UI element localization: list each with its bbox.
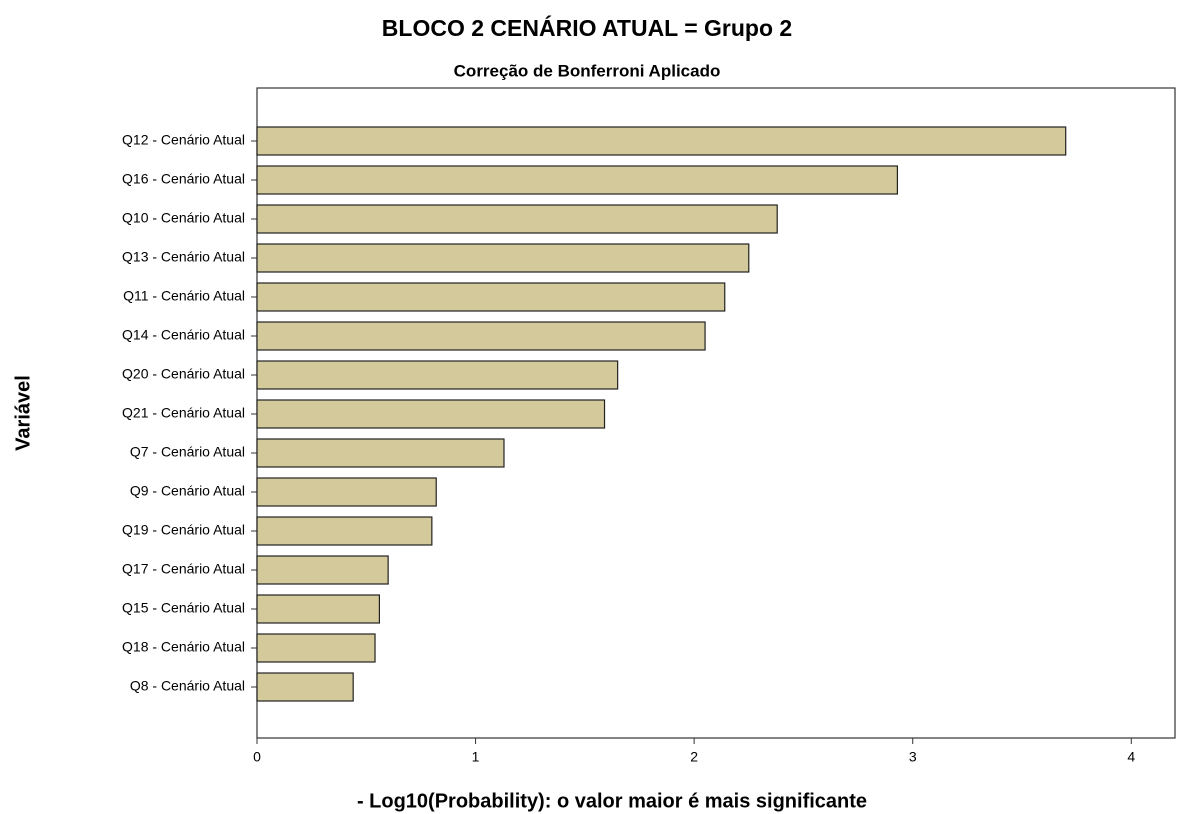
y-tick-label: Q11 - Cenário Atual — [123, 288, 245, 304]
y-tick-label: Q9 - Cenário Atual — [130, 483, 245, 499]
y-tick-label: Q17 - Cenário Atual — [122, 561, 245, 577]
bar — [256, 165, 899, 195]
y-tick-label: Q13 - Cenário Atual — [122, 249, 245, 265]
y-tick-label: Q15 - Cenário Atual — [122, 600, 245, 616]
bar — [256, 594, 381, 624]
bar — [256, 555, 389, 585]
y-tick-label: Q14 - Cenário Atual — [122, 327, 245, 343]
bar — [256, 282, 726, 312]
bar — [256, 204, 778, 234]
bar — [256, 321, 706, 351]
y-tick-label: Q20 - Cenário Atual — [122, 366, 245, 382]
bar — [256, 126, 1067, 156]
x-tick-label: 1 — [472, 749, 480, 765]
bar — [256, 243, 750, 273]
bar — [256, 360, 619, 390]
y-tick-label: Q12 - Cenário Atual — [122, 132, 245, 148]
x-tick-label: 2 — [690, 749, 698, 765]
x-tick-label: 0 — [253, 749, 261, 765]
y-tick-label: Q10 - Cenário Atual — [122, 210, 245, 226]
bar — [256, 477, 437, 507]
bar — [256, 633, 376, 663]
bar — [256, 438, 505, 468]
x-axis-label: - Log10(Probability): o valor maior é ma… — [357, 790, 867, 812]
y-tick-label: Q18 - Cenário Atual — [122, 639, 245, 655]
x-tick-label: 4 — [1127, 749, 1135, 765]
y-tick-label: Q19 - Cenário Atual — [122, 522, 245, 538]
y-tick-label: Q7 - Cenário Atual — [130, 444, 245, 460]
x-tick-label: 3 — [909, 749, 917, 765]
chart-title: BLOCO 2 CENÁRIO ATUAL = Grupo 2 — [382, 14, 792, 41]
y-axis-label: Variável — [12, 375, 34, 451]
y-tick-label: Q8 - Cenário Atual — [130, 678, 245, 694]
y-tick-label: Q16 - Cenário Atual — [122, 171, 245, 187]
bar — [256, 672, 354, 702]
chart-subtitle: Correção de Bonferroni Aplicado — [454, 61, 721, 80]
y-tick-label: Q21 - Cenário Atual — [122, 405, 245, 421]
bar — [256, 516, 433, 546]
bar — [256, 399, 606, 429]
